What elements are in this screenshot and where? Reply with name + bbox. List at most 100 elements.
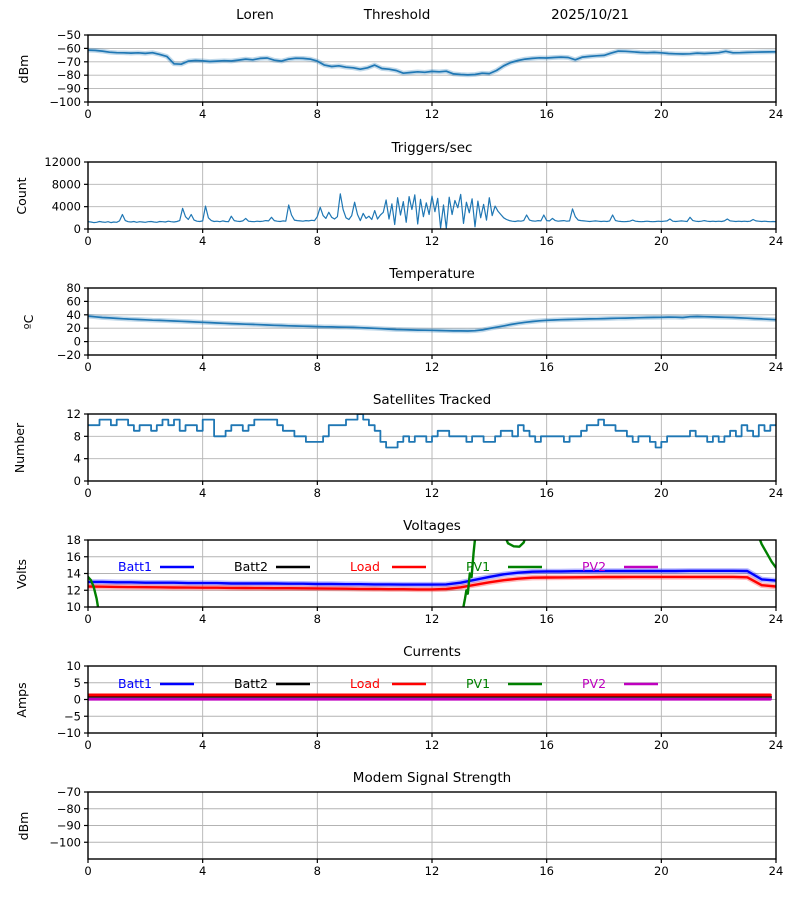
plot-currents: 0 4 8 12 16 20 24 −10 −5 0 5 10 Batt1 Batt2 Load PV1 PV2 bbox=[57, 659, 784, 752]
legend-label-PV1: PV1 bbox=[466, 676, 490, 691]
svg-text:−90: −90 bbox=[57, 82, 81, 96]
svg-text:−100: −100 bbox=[49, 835, 81, 849]
legend: Batt1 Batt2 Load PV1 PV2 bbox=[118, 559, 658, 574]
svg-text:12: 12 bbox=[425, 107, 440, 121]
svg-text:10: 10 bbox=[66, 659, 81, 673]
svg-text:−100: −100 bbox=[49, 95, 81, 109]
svg-text:0: 0 bbox=[84, 360, 91, 374]
svg-text:−70: −70 bbox=[57, 785, 81, 799]
series-Load bbox=[88, 575, 776, 591]
series-group bbox=[88, 414, 776, 449]
title-rssi bbox=[88, 13, 776, 31]
tick-labels: 0 4 8 12 16 20 24 0 4 8 12 bbox=[66, 407, 783, 500]
series-temperature bbox=[88, 315, 776, 332]
tick-labels: 0 4 8 12 16 20 24 −10 −5 0 5 10 bbox=[57, 659, 784, 752]
svg-text:−20: −20 bbox=[57, 348, 81, 362]
svg-text:5: 5 bbox=[74, 676, 81, 690]
svg-text:8: 8 bbox=[314, 107, 321, 121]
svg-text:0: 0 bbox=[84, 234, 91, 248]
svg-text:4: 4 bbox=[199, 360, 206, 374]
svg-text:4: 4 bbox=[199, 107, 206, 121]
svg-text:60: 60 bbox=[66, 294, 81, 308]
tick-labels: 0 4 8 12 16 20 24 −50−60−70−80−90−100 bbox=[49, 28, 783, 121]
svg-text:0: 0 bbox=[84, 612, 91, 626]
title-satellites: Satellites Tracked bbox=[372, 392, 492, 408]
svg-text:0: 0 bbox=[84, 738, 91, 752]
legend-label-Batt1: Batt1 bbox=[118, 676, 152, 691]
svg-text:20: 20 bbox=[654, 486, 669, 500]
svg-text:−90: −90 bbox=[57, 819, 81, 833]
gridlines bbox=[88, 540, 776, 607]
svg-text:20: 20 bbox=[654, 864, 669, 878]
series-PV1 bbox=[88, 575, 100, 607]
plot-triggers: 0 4 8 12 16 20 24 0 4000 8000 12000 bbox=[44, 155, 783, 248]
svg-text:40: 40 bbox=[66, 308, 81, 322]
svg-text:4000: 4000 bbox=[52, 200, 81, 214]
svg-text:12: 12 bbox=[425, 864, 440, 878]
svg-text:16: 16 bbox=[539, 107, 554, 121]
series-group bbox=[88, 313, 776, 334]
gridlines bbox=[88, 35, 776, 102]
svg-text:12: 12 bbox=[66, 583, 81, 597]
plot-rssi: 0 4 8 12 16 20 24 −50−60−70−80−90−100 bbox=[49, 28, 783, 121]
svg-text:12: 12 bbox=[425, 360, 440, 374]
svg-text:18: 18 bbox=[66, 533, 81, 547]
legend-label-Load: Load bbox=[350, 676, 380, 691]
svg-text:24: 24 bbox=[769, 864, 784, 878]
svg-text:20: 20 bbox=[654, 738, 669, 752]
svg-text:12: 12 bbox=[425, 486, 440, 500]
title-triggers: Triggers/sec bbox=[391, 140, 473, 156]
legend-label-Batt2: Batt2 bbox=[234, 676, 268, 691]
series-triggers bbox=[88, 193, 776, 229]
header-date: 2025/10/21 bbox=[551, 7, 629, 23]
tick-labels: 0 4 8 12 16 20 24 0 4000 8000 12000 bbox=[44, 155, 783, 248]
svg-text:12000: 12000 bbox=[44, 155, 81, 169]
svg-text:20: 20 bbox=[654, 612, 669, 626]
svg-text:−80: −80 bbox=[57, 68, 81, 82]
svg-text:−70: −70 bbox=[57, 55, 81, 69]
svg-text:4: 4 bbox=[74, 452, 81, 466]
series-satellites bbox=[88, 414, 776, 449]
legend-label-Batt1: Batt1 bbox=[118, 559, 152, 574]
svg-text:−80: −80 bbox=[57, 802, 81, 816]
legend-label-PV1: PV1 bbox=[466, 559, 490, 574]
legend: Batt1 Batt2 Load PV1 PV2 bbox=[118, 676, 658, 691]
svg-text:0: 0 bbox=[84, 107, 91, 121]
svg-text:8: 8 bbox=[314, 360, 321, 374]
series-Batt1 bbox=[88, 569, 776, 586]
series-PV1 bbox=[758, 540, 776, 569]
legend-label-Load: Load bbox=[350, 559, 380, 574]
series-PV1 bbox=[505, 540, 526, 548]
svg-text:4: 4 bbox=[199, 738, 206, 752]
svg-text:0: 0 bbox=[74, 335, 81, 349]
svg-text:20: 20 bbox=[654, 360, 669, 374]
gridlines bbox=[88, 162, 776, 229]
series-group bbox=[88, 193, 776, 229]
plot-modem: 0 4 8 12 16 20 24 −70 −80 −90 −100 bbox=[49, 785, 783, 878]
title-modem: Modem Signal Strength bbox=[352, 770, 512, 786]
svg-text:8000: 8000 bbox=[52, 177, 81, 191]
svg-text:8: 8 bbox=[314, 738, 321, 752]
svg-text:20: 20 bbox=[66, 321, 81, 335]
series-group bbox=[88, 693, 772, 701]
series-group bbox=[88, 540, 776, 607]
svg-text:8: 8 bbox=[314, 612, 321, 626]
gridlines bbox=[88, 414, 776, 481]
svg-text:4: 4 bbox=[199, 612, 206, 626]
svg-text:14: 14 bbox=[66, 567, 81, 581]
svg-text:24: 24 bbox=[769, 612, 784, 626]
tick-labels: 0 4 8 12 16 20 24 10 12 14 16 18 bbox=[66, 533, 783, 626]
svg-text:80: 80 bbox=[66, 281, 81, 295]
gridlines bbox=[88, 792, 776, 859]
svg-text:4: 4 bbox=[199, 486, 206, 500]
svg-text:12: 12 bbox=[66, 407, 81, 421]
svg-text:16: 16 bbox=[539, 864, 554, 878]
svg-text:20: 20 bbox=[654, 107, 669, 121]
svg-text:−50: −50 bbox=[57, 28, 81, 42]
svg-text:0: 0 bbox=[84, 864, 91, 878]
svg-text:20: 20 bbox=[654, 234, 669, 248]
svg-text:8: 8 bbox=[314, 486, 321, 500]
legend-label-PV2: PV2 bbox=[582, 676, 606, 691]
